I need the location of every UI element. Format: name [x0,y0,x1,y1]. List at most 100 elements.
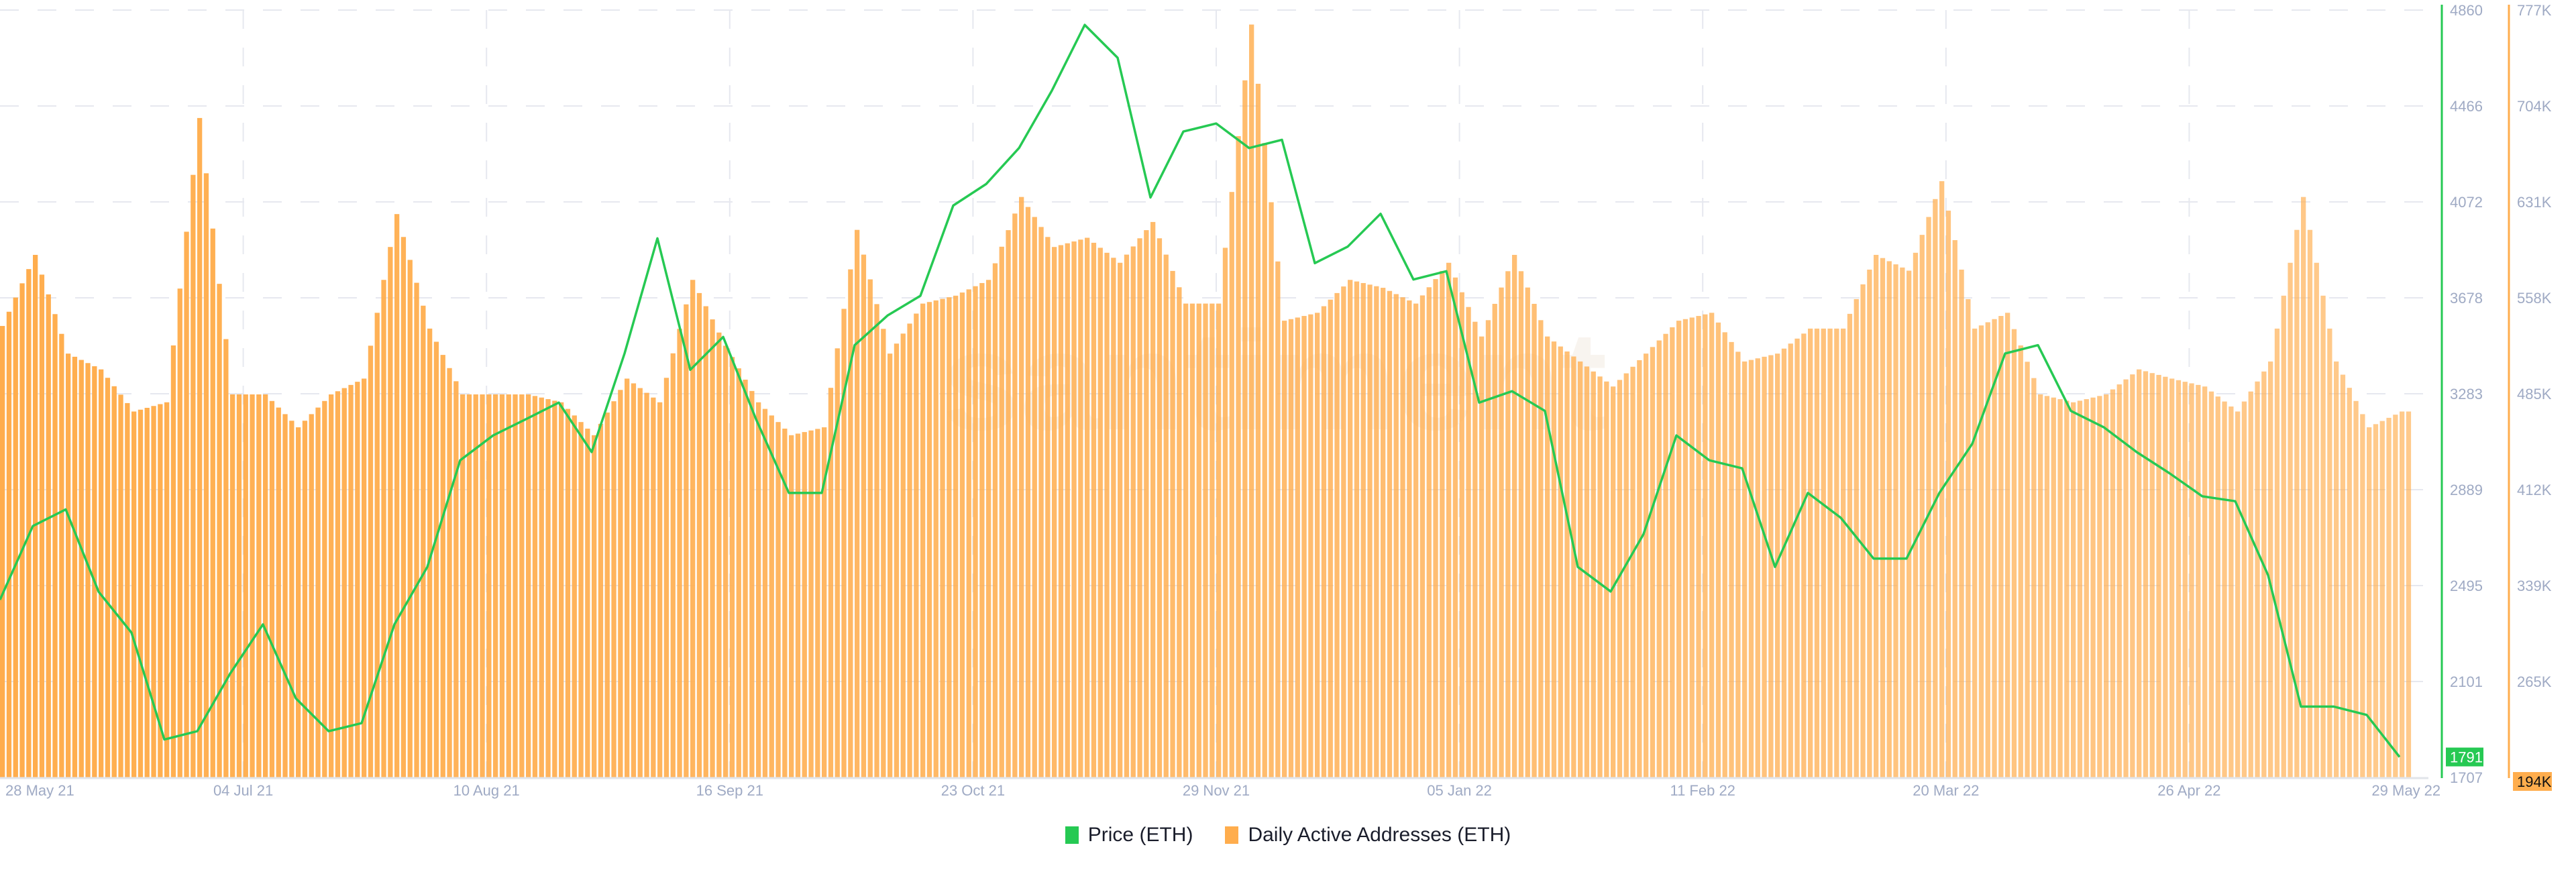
daa-bar [486,394,492,777]
daa-bar [1676,321,1682,777]
daa-bar [2314,262,2319,777]
daa-bar [2307,229,2313,777]
daa-bar [1025,207,1031,778]
daa-bar [907,323,912,777]
daa-bar [1459,292,1464,777]
price-axis-tick: 3283 [2450,386,2483,402]
daa-bar [1907,270,1912,777]
daa-bar [1670,327,1675,778]
daa-bar [1019,197,1024,778]
daa-bar [900,333,906,777]
daa-bar [1242,80,1248,777]
daa-bar [223,339,229,777]
daa-bar [736,368,741,777]
daa-bar [651,397,656,777]
daa-bar [2281,295,2286,778]
daa-bar [1985,322,1990,777]
daa-bar [2208,391,2214,777]
daa-bar [1630,366,1635,777]
daa-bar [362,378,367,777]
daa-bar [52,314,58,777]
legend-item-price[interactable]: Price (ETH) [1065,824,1193,847]
daa-bar [855,229,860,777]
daa-bar [808,430,814,777]
daa-bar [1413,303,1419,777]
daa-bar [1617,380,1623,777]
daa-bar [1183,303,1189,777]
daa-bar [1295,317,1300,778]
daa-bar [1992,319,1997,777]
daa-bar [2274,328,2280,777]
daa-bar [1381,288,1386,778]
daa-bar [138,409,144,777]
daa-bar [1144,230,1149,777]
daa-bar [2143,371,2149,777]
daa-bar [1966,298,1971,777]
daa-bar [959,292,965,777]
daa-bar [1978,325,1984,778]
daa-bar [1748,360,1754,777]
daa-bar [1255,83,1261,777]
daa-bar [966,289,971,777]
daa-bar [1137,238,1142,777]
daa-bar [289,421,294,777]
daa-bar [256,394,262,777]
daa-bar [710,319,715,777]
daa-bar [1124,254,1130,777]
daa-bar [59,333,64,777]
daa-bar [1656,340,1662,777]
daa-bar [1584,366,1590,777]
daa-bar [13,297,18,778]
daa-bar [677,329,682,777]
daa-bar [1768,355,1774,777]
daa-bar [1709,313,1715,777]
daa-bar [118,394,123,777]
daa-bar [85,363,91,777]
daa-bar [2235,411,2241,777]
daa-bar [493,394,498,777]
daa-bar [552,400,557,777]
daa-bar [72,356,78,777]
legend-label-price: Price (ETH) [1087,824,1193,846]
daa-bar [1492,303,1497,777]
daa-bar [822,427,827,777]
daa-bar [453,381,459,777]
daa-bar [1078,239,1083,777]
daa-bar [1722,332,1727,777]
daa-bar [1729,341,1734,777]
daa-bar [480,394,485,777]
daa-bar [381,280,386,777]
daa-bar [1518,271,1524,777]
daa-bar [782,429,788,777]
x-axis-tick: 16 Sep 21 [696,782,763,799]
legend-item-daa[interactable]: Daily Active Addresses (ETH) [1225,824,1511,847]
daa-bar [756,402,761,777]
daa-bar [1959,269,1964,777]
daa-last-value: 194K [2517,773,2552,790]
daa-bar [795,433,801,777]
daa-bar [421,305,426,778]
daa-bar [355,382,360,777]
daa-bar [1163,254,1169,777]
daa-bar [6,311,12,777]
daa-bar [177,288,182,777]
daa-bar [2044,396,2050,777]
daa-bar [2169,378,2175,777]
daa-bar [2137,369,2142,777]
daa-bar [716,332,722,777]
daa-bar [2031,378,2037,777]
daa-bar [1479,336,1485,778]
daa-bar [466,394,472,777]
daa-bar [1282,321,1287,777]
daa-bar [1091,242,1097,777]
daa-bar [1611,386,1616,777]
daa-bar [263,394,268,777]
daa-bar [1801,333,1807,777]
daa-bar [2347,388,2352,777]
daa-bar [230,394,235,777]
x-axis-tick: 26 Apr 22 [2157,782,2220,799]
daa-bar [953,295,959,778]
daa-bar [2248,391,2253,777]
daa-bar [723,345,729,777]
daa-bar [2011,329,2017,777]
